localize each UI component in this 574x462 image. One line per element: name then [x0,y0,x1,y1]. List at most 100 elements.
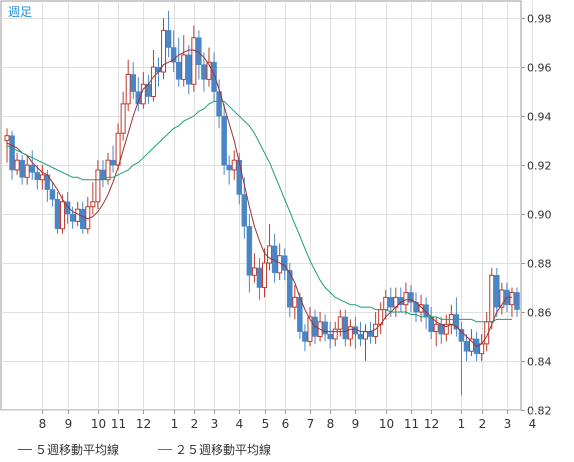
x-tick-label: 4 [529,417,537,431]
x-tick-label: 5 [262,417,270,431]
x-tick-label: 1 [458,417,466,431]
candle-body-up [307,316,313,342]
x-tick-label: 11 [404,417,419,431]
x-tick-label: 10 [379,417,394,431]
y-tick-label: 0.88 [527,258,552,271]
candle-body-down [64,201,71,215]
candle-body-down [342,316,349,340]
candle-body-down [135,91,142,105]
candle-body-down [327,333,333,340]
candlestick-chart: 0.82 0.84 0.86 0.88 0.90 0.92 0.94 0.96 0.98 8 9 10… [0,0,552,432]
candle-body-down [241,194,248,227]
x-tick-label: 8 [327,417,335,431]
candle-body-up [499,289,505,308]
candle-body-up [105,159,111,181]
x-tick-label: 3 [504,417,512,431]
candle-body-down [221,115,227,166]
x-tick-label: 6 [282,417,290,431]
candle-body-up [433,323,439,333]
candle-body-down [54,199,61,230]
candle-body-up [443,323,449,335]
y-tick-label: 0.96 [527,62,552,75]
grid [0,0,533,411]
candle-body-up [206,61,212,80]
candle-body-up [383,296,389,311]
candle-body-down [110,159,116,166]
candle-body-up [60,201,66,230]
x-tick-label: 12 [136,417,151,431]
legend-label-ma5: ５週移動平均線 [35,443,120,457]
candle-body-up [251,267,257,276]
candle-body-down [29,164,35,173]
legend-swatch-ma5 [18,449,32,450]
legend-label-ma25: ２５週移動平均線 [175,443,272,457]
candle-body-up [150,66,156,98]
candle-body-down [458,328,465,342]
legend-item-ma5: ５週移動平均線 [18,441,119,458]
ma25-line [6,100,512,323]
candle-body-up [4,135,10,142]
candle-body-down [514,292,520,310]
candle-body-up [347,326,353,340]
axes: 0.82 0.84 0.86 0.88 0.90 0.92 0.94 0.96 0.98 8 9 10… [39,13,552,432]
candle-body-up [125,73,131,105]
candle-body-up [161,29,167,73]
candle-body-down [494,275,500,308]
candle-body-up [337,316,343,330]
candle-body-up [231,159,237,171]
y-tick-label: 0.92 [527,160,552,173]
candle-body-down [226,164,232,171]
x-tick-label: 9 [65,417,73,431]
legend-item-ma25: ２５週移動平均線 [158,441,271,458]
y-tick-label: 0.98 [527,13,552,26]
candle-body-down [19,159,25,178]
candle-body-up [262,262,268,289]
candle-body-down [130,74,136,92]
candle-body-up [509,291,515,306]
x-tick-label: 2 [479,417,487,431]
y-tick-label: 0.82 [527,405,552,418]
candle-body-down [287,270,293,308]
y-tick-label: 0.86 [527,307,552,320]
candles [4,10,520,396]
x-tick-label: 3 [211,417,219,431]
x-tick-label: 12 [424,417,439,431]
y-tick-label: 0.90 [527,209,552,222]
candle-body-down [211,61,217,92]
candle-body-up [14,159,20,171]
y-tick-label: 0.94 [527,111,552,124]
candle-body-down [256,267,263,288]
candle-body-down [322,321,328,335]
candle-body-up [39,174,45,181]
candle-body-up [363,331,369,340]
candle-body-down [463,341,470,352]
candle-body-down [201,64,207,80]
candle-body-up [292,296,298,308]
candle-body-down [49,189,56,200]
x-tick-label: 9 [352,417,360,431]
y-tick-label: 0.84 [527,356,552,369]
candle-body-down [170,47,177,63]
plot-border [0,0,522,411]
candle-body-down [281,255,288,271]
candle-body-up [120,103,126,134]
candle-body-down [357,333,364,340]
candle-body-down [100,169,106,181]
x-tick-label: 7 [307,417,315,431]
candle-body-down [186,54,192,85]
candle-body-down [302,331,308,342]
x-tick-label: 2 [191,417,199,431]
candle-body-up [403,291,409,306]
candle-body-up [332,328,338,340]
candle-body-down [216,91,222,117]
period-label: 週足 [8,5,32,19]
candle-body-down [34,172,41,181]
candle-body-up [90,201,96,208]
x-tick-label: 4 [236,417,244,431]
candle-body-up [181,54,187,80]
x-tick-label: 11 [111,417,126,431]
candle-body-up [115,132,121,166]
candle-body-down [367,331,374,337]
candle-body-up [469,338,475,352]
candle-body-down [79,208,86,230]
